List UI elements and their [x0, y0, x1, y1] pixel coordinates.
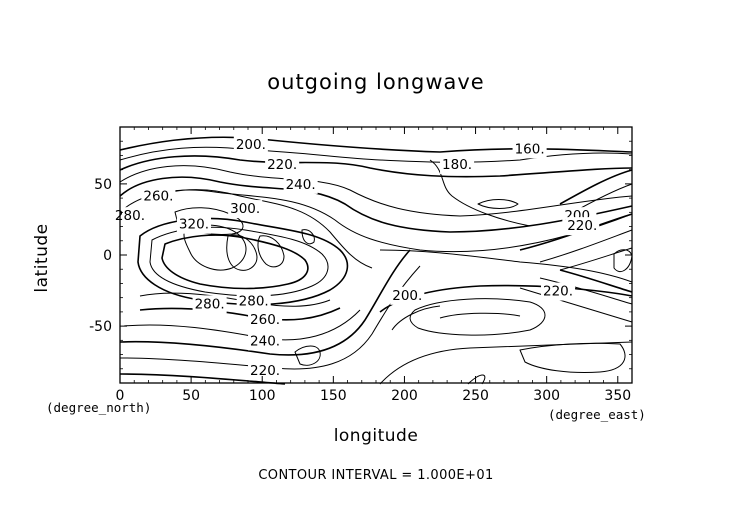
contour-label-gap	[248, 311, 283, 329]
contour-label: 240.	[250, 333, 280, 349]
contour-label: 200.	[236, 137, 266, 153]
contour-label: 220.	[250, 363, 280, 379]
contour-label-gap	[541, 282, 576, 301]
x-tick-label: 250	[462, 388, 489, 404]
contour-lines	[119, 136, 633, 385]
contour-label-gap	[228, 200, 263, 219]
contour-label-gap	[248, 332, 283, 351]
contour-label-gap	[192, 295, 227, 314]
contour-label-gap	[176, 215, 211, 234]
contour-labels: 160.180.200.220.240.260.280. 300.320.200.…	[112, 136, 600, 381]
contour-label-gap	[440, 155, 475, 174]
contour-label: 280.	[239, 294, 269, 310]
contour-label: 220.	[267, 157, 297, 173]
contour-label: 300.	[230, 201, 260, 217]
contour-label-gap	[283, 175, 318, 194]
x-axis-label: longitude	[333, 426, 419, 446]
contour-label: 260.	[143, 188, 173, 204]
contour-label: 240.	[286, 177, 316, 193]
y-axis-units: (degree_north)	[46, 400, 152, 415]
y-tick-label: -50	[89, 319, 112, 335]
contour-label-gap	[141, 187, 176, 206]
y-tick-label: 50	[94, 177, 112, 193]
contour-label-gap	[265, 155, 300, 174]
x-tick-label: 350	[604, 388, 631, 404]
x-tick-label: 200	[391, 388, 418, 404]
contour-label-gap	[565, 217, 600, 236]
contour-label: 200.	[392, 288, 422, 304]
contour-label: 160.	[515, 141, 545, 157]
contour-label-gap	[512, 140, 547, 159]
contour-label: 260.	[250, 312, 280, 328]
contour-label-gap	[248, 362, 283, 381]
y-tick-label: 0	[103, 248, 112, 264]
x-tick-label: 50	[182, 388, 200, 404]
contour-label-gap	[112, 207, 147, 226]
x-tick-label: 150	[320, 388, 347, 404]
contour-label: 280.	[195, 296, 225, 312]
contour-label: 220.	[567, 218, 597, 234]
contour-interval-note: CONTOUR INTERVAL = 1.000E+01	[258, 468, 494, 483]
contour-label-gap	[390, 286, 425, 305]
axis-ticks: 0 50 100 150 200 250 300 350 50 0 -50	[89, 127, 632, 404]
x-tick-label: 100	[249, 388, 276, 404]
x-tick-label: 300	[533, 388, 560, 404]
chart-title: outgoing longwave	[267, 70, 485, 94]
x-tick-label: 0	[116, 388, 125, 404]
contour-label: 220.	[543, 284, 573, 300]
contour-label-gap	[233, 136, 268, 155]
contour-label: 320.	[179, 217, 209, 233]
contour-label-gap	[236, 292, 271, 311]
contour-label: 180.	[442, 157, 472, 173]
x-axis-units: (degree_east)	[548, 407, 646, 422]
